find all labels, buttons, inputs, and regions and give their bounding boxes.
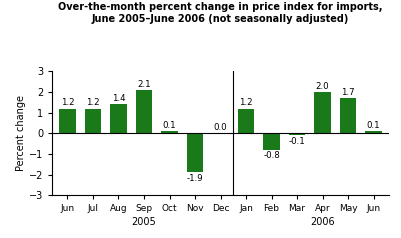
Bar bbox=[110, 104, 127, 133]
Text: Over-the-month percent change in price index for imports,
June 2005–June 2006 (n: Over-the-month percent change in price i… bbox=[58, 2, 383, 24]
Bar bbox=[263, 133, 280, 150]
Bar bbox=[365, 131, 382, 133]
Text: 0.0: 0.0 bbox=[214, 123, 227, 132]
Text: 1.7: 1.7 bbox=[341, 88, 355, 97]
Text: 1.2: 1.2 bbox=[239, 98, 253, 107]
Bar bbox=[340, 98, 356, 133]
Bar bbox=[161, 131, 178, 133]
Bar bbox=[314, 92, 331, 133]
Text: 1.2: 1.2 bbox=[86, 98, 100, 107]
Text: 1.4: 1.4 bbox=[111, 94, 125, 103]
Bar bbox=[187, 133, 203, 173]
Text: 0.1: 0.1 bbox=[367, 121, 381, 130]
Y-axis label: Percent change: Percent change bbox=[16, 95, 26, 171]
Bar bbox=[238, 109, 254, 133]
Text: 2005: 2005 bbox=[132, 217, 156, 227]
Text: -0.8: -0.8 bbox=[263, 151, 280, 160]
Bar bbox=[85, 109, 101, 133]
Bar bbox=[59, 109, 76, 133]
Text: 0.1: 0.1 bbox=[163, 121, 176, 130]
Text: 2006: 2006 bbox=[310, 217, 335, 227]
Text: -0.1: -0.1 bbox=[289, 137, 306, 146]
Text: 1.2: 1.2 bbox=[61, 98, 74, 107]
Text: -1.9: -1.9 bbox=[187, 174, 203, 183]
Text: 2.1: 2.1 bbox=[137, 79, 151, 89]
Text: 2.0: 2.0 bbox=[316, 82, 330, 91]
Bar bbox=[136, 90, 152, 133]
Bar bbox=[289, 133, 306, 135]
